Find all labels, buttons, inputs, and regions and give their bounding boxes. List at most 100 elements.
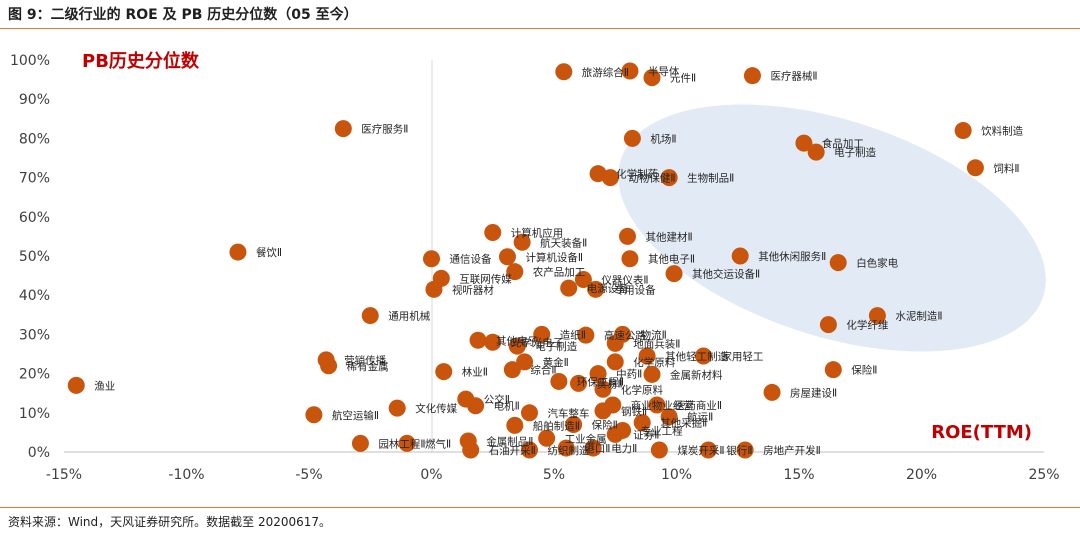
data-label: 保险Ⅱ	[851, 364, 877, 377]
data-label: 光学光电子	[511, 336, 564, 349]
data-point	[503, 361, 521, 379]
data-point	[819, 316, 837, 334]
y-tick-label: 60%	[19, 210, 50, 226]
data-point	[334, 120, 352, 138]
data-point	[807, 143, 825, 161]
data-label: 食品加工	[822, 137, 864, 150]
data-point	[660, 408, 678, 426]
data-point	[621, 62, 639, 80]
data-point	[606, 353, 624, 371]
data-label: 半导体	[648, 65, 680, 78]
data-label: 化学原料	[633, 356, 675, 369]
y-tick-label: 10%	[19, 406, 50, 422]
data-label: 中药Ⅱ	[616, 368, 642, 381]
data-label: 专业工程	[641, 424, 683, 437]
data-label: 计算机设备Ⅱ	[525, 251, 583, 264]
data-point	[587, 280, 605, 298]
x-tick-label: 5%	[543, 467, 565, 483]
data-label: 计算机应用	[511, 226, 564, 239]
data-label: 饮料制造	[981, 125, 1023, 138]
data-label: 稀有金属	[347, 360, 389, 373]
data-label: 环保工程Ⅱ	[577, 375, 624, 388]
data-label: 金属新材料	[670, 368, 723, 381]
y-tick-label: 30%	[19, 327, 50, 343]
data-point	[484, 333, 502, 351]
data-label: 家用轻工	[721, 350, 763, 363]
data-label: 航运Ⅱ	[687, 411, 713, 424]
data-label: 电源设备	[587, 282, 629, 295]
data-point	[699, 441, 717, 459]
x-tick-labels: -15% -10% -5% 0% 5% 10% 15% 20% 25%	[46, 467, 1060, 483]
data-label: 钢铁Ⅱ	[621, 405, 647, 418]
data-label: 其他电子Ⅱ	[648, 253, 695, 266]
data-label: 通用机械	[388, 310, 430, 323]
data-point	[361, 307, 379, 325]
data-point	[606, 334, 624, 352]
data-label: 公交Ⅱ	[484, 393, 510, 406]
data-point	[643, 69, 661, 87]
data-label: 金属制品Ⅱ	[486, 435, 533, 448]
x-tick-label: -5%	[295, 467, 322, 483]
data-label: 仪器仪表Ⅱ	[601, 274, 648, 287]
data-label: 其他建材Ⅱ	[646, 230, 693, 243]
data-label: 电子制造	[834, 146, 876, 159]
data-label: 文化传媒	[415, 402, 457, 415]
data-point	[516, 353, 534, 371]
data-label: 化学原料	[621, 383, 663, 396]
data-point	[506, 263, 524, 281]
x-tick-label: -15%	[46, 467, 82, 483]
data-point	[513, 233, 531, 251]
data-label: 动物保健Ⅱ	[628, 172, 675, 185]
data-point	[660, 169, 678, 187]
data-point	[577, 326, 595, 344]
data-label: 饲料Ⅱ	[993, 162, 1019, 175]
data-label: 视听器材	[452, 283, 494, 296]
data-point	[743, 67, 761, 85]
data-label: 汽车整车	[548, 407, 590, 420]
data-label: 贸易Ⅱ	[597, 378, 623, 390]
data-point	[498, 248, 516, 266]
y-tick-label: 40%	[19, 288, 50, 304]
data-point	[824, 361, 842, 379]
data-label: 其他交运设备Ⅱ	[692, 268, 760, 281]
data-point	[954, 122, 972, 140]
data-point	[868, 307, 886, 325]
data-point	[665, 265, 683, 283]
data-label: 生物制品Ⅱ	[687, 172, 734, 185]
data-label: 石油开采Ⅱ	[489, 444, 536, 457]
data-label: 化学纤维	[846, 319, 888, 332]
data-label: 营销传播	[344, 354, 386, 367]
data-point	[388, 399, 406, 417]
data-label: 餐饮Ⅱ	[256, 246, 282, 259]
data-label: 地面兵装Ⅱ	[633, 337, 680, 350]
data-label: 房屋建设Ⅱ	[790, 386, 837, 399]
data-point	[736, 441, 754, 459]
data-label: 其他休闲服务Ⅱ	[758, 250, 826, 263]
data-point	[795, 134, 813, 152]
data-point	[633, 414, 651, 432]
data-point	[67, 376, 85, 394]
data-point	[570, 374, 587, 392]
data-point	[763, 383, 781, 401]
data-label: 纺织制造	[548, 444, 590, 457]
y-tick-label: 0%	[28, 445, 50, 461]
data-label: 航天装备Ⅱ	[540, 236, 587, 249]
data-point	[731, 247, 749, 265]
data-label: 医药商业Ⅱ	[675, 399, 722, 412]
data-label: 渔业	[94, 380, 115, 392]
x-tick-label: 15%	[783, 467, 814, 483]
data-label: 工业金属	[565, 432, 607, 445]
data-point	[601, 169, 619, 187]
footer-divider	[0, 507, 1080, 508]
data-label: 航空运输Ⅱ	[332, 409, 379, 422]
data-label: 其他轻工制造	[665, 350, 728, 363]
data-label: 医疗器械Ⅱ	[770, 70, 817, 83]
data-point	[351, 434, 369, 452]
data-label: 综合Ⅱ	[530, 364, 556, 377]
data-label: 电力Ⅱ	[611, 442, 637, 455]
data-point	[229, 243, 247, 261]
data-label: 其他电子	[496, 334, 538, 347]
data-point	[538, 429, 556, 447]
data-label: 化学制药	[616, 168, 658, 181]
data-label: 元件Ⅱ	[670, 73, 696, 85]
